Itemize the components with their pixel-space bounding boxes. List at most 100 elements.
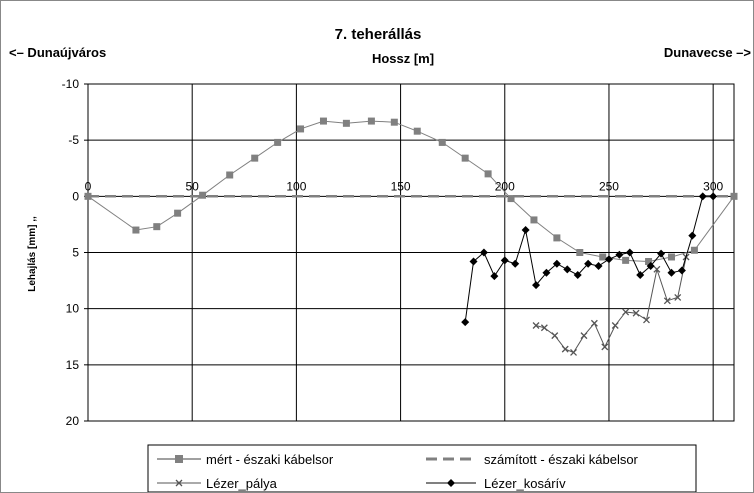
data-point — [625, 248, 634, 257]
data-point — [580, 332, 588, 340]
data-point — [319, 117, 327, 125]
data-point — [553, 234, 561, 242]
legend-label-calculated: számított - északi kábelsor — [484, 452, 639, 467]
data-point — [532, 281, 541, 290]
data-point — [653, 265, 661, 273]
data-point — [551, 332, 559, 340]
y-tick-label: 0 — [72, 189, 79, 203]
data-point — [615, 250, 624, 259]
data-point — [601, 343, 609, 351]
data-point — [690, 246, 698, 254]
y-axis-title: Lehajlás [mm] ,, — [27, 216, 38, 292]
data-point — [530, 216, 538, 224]
x-axis-title: Hossz [m] — [372, 51, 434, 66]
y-tick-label: 15 — [66, 358, 80, 372]
data-point — [599, 253, 607, 261]
data-point — [698, 192, 707, 201]
data-point — [643, 316, 650, 324]
data-point — [730, 192, 738, 200]
data-point — [622, 256, 630, 264]
data-point — [563, 265, 572, 274]
x-tick-label: 250 — [599, 179, 619, 193]
data-point — [657, 249, 666, 258]
legend: mért - északi kábelsor számított - észak… — [147, 444, 697, 492]
data-point — [469, 257, 478, 266]
data-point — [584, 259, 593, 268]
data-point — [511, 259, 520, 268]
data-point — [342, 119, 350, 127]
data-point — [251, 154, 259, 162]
data-point — [500, 256, 509, 265]
legend-label-laser-arch: Lézer_kosárív — [484, 476, 566, 491]
data-point — [490, 272, 499, 281]
data-point — [479, 248, 488, 257]
legend-entry-measured: mért - északi kábelsor — [157, 452, 334, 467]
legend-entry-calculated: számított - északi kábelsor — [426, 452, 639, 467]
grid-lines — [88, 84, 734, 421]
data-point — [297, 125, 305, 133]
data-point — [663, 297, 671, 305]
direction-label-right: Dunavecse –> — [664, 45, 751, 60]
data-point — [540, 324, 548, 332]
data-point — [646, 261, 655, 270]
data-point — [604, 255, 613, 264]
data-point — [622, 308, 630, 316]
x-tick-label: 300 — [703, 179, 723, 193]
series-layer — [84, 117, 738, 356]
y-tick-label: 5 — [72, 246, 79, 260]
data-point — [688, 231, 697, 240]
data-point — [367, 117, 375, 125]
data-point — [576, 249, 584, 256]
chart-title: 7. teherállás — [335, 26, 422, 43]
x-tick-label: 200 — [495, 179, 515, 193]
y-tick-label: 10 — [66, 302, 80, 316]
data-point — [709, 192, 718, 201]
legend-entry-laser-arch: Lézer_kosárív — [426, 476, 566, 491]
data-point — [461, 154, 469, 162]
x-tick-label: 0 — [85, 179, 92, 193]
data-point — [274, 138, 282, 146]
y-tick-label: -10 — [62, 77, 80, 91]
data-point — [667, 253, 675, 261]
direction-label-left: <– Dunaújváros — [9, 45, 106, 60]
data-point — [532, 322, 540, 329]
data-point — [636, 270, 645, 279]
data-point — [674, 293, 682, 301]
tick-labels: 0 50 100 150 200 250 300 -10 -5 0 5 10 15 20 — [62, 77, 724, 428]
data-point — [590, 319, 598, 327]
data-point — [174, 209, 182, 217]
legend-box — [147, 444, 697, 492]
series-2 — [532, 253, 690, 356]
legend-entry-laser-deck: Lézer_pálya — [157, 476, 278, 491]
data-point — [552, 259, 561, 268]
legend-label-laser-deck: Lézer_pálya — [206, 476, 278, 491]
data-point — [594, 261, 603, 270]
data-point — [132, 226, 140, 234]
data-point — [570, 349, 578, 356]
series-3 — [461, 192, 718, 327]
data-point — [521, 226, 530, 235]
data-point — [413, 127, 421, 135]
x-tick-label: 150 — [391, 179, 411, 193]
data-point — [507, 195, 515, 203]
data-point — [542, 268, 551, 277]
data-point — [611, 322, 619, 329]
x-tick-label: 50 — [186, 179, 200, 193]
data-point — [461, 318, 470, 327]
data-point — [667, 268, 676, 277]
y-tick-label: -5 — [68, 133, 79, 147]
series-0 — [84, 117, 738, 265]
data-point — [484, 170, 492, 178]
data-point — [677, 266, 686, 275]
data-point — [199, 191, 207, 199]
data-point — [573, 270, 582, 279]
data-point — [561, 345, 569, 353]
x-tick-label: 100 — [286, 179, 306, 193]
data-point — [226, 171, 234, 179]
legend-label-measured: mért - északi kábelsor — [206, 452, 334, 467]
data-point — [438, 138, 446, 146]
data-point — [645, 257, 653, 265]
y-tick-label: 20 — [66, 414, 80, 428]
